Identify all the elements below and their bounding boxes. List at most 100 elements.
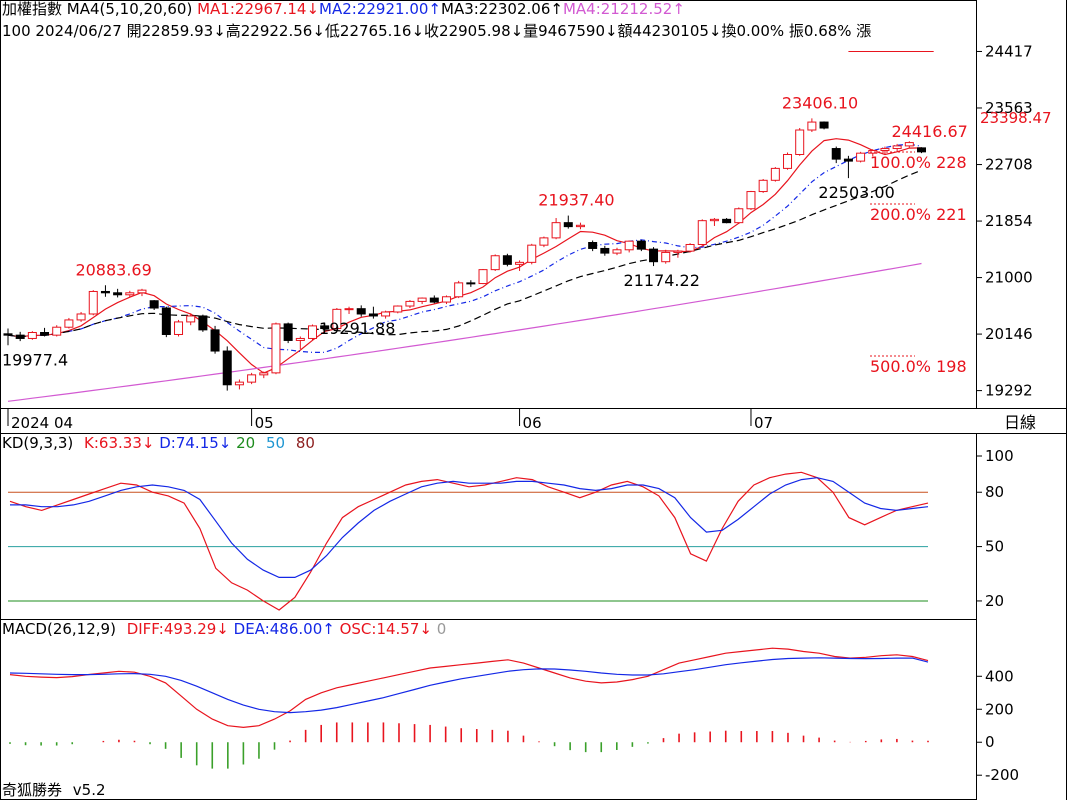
kd-k-label: K:63.33↓ (84, 434, 154, 452)
price-tick-label: 23563 (985, 99, 1033, 117)
kd-panel-frame (0, 433, 977, 620)
candle (673, 249, 683, 258)
candle (917, 147, 926, 154)
candle-body (843, 158, 853, 162)
kd-tick-label: 80 (985, 483, 1004, 501)
candle (149, 300, 159, 311)
macd-tick-label: -200 (985, 766, 1019, 784)
ma-legend-item: MA2:22921.00↑ (319, 0, 441, 18)
fib-level-label: 200.0% 221 (870, 205, 967, 224)
macd-lines (9, 647, 929, 729)
kd-tick-label: 100 (985, 447, 1014, 465)
candle-body (64, 319, 74, 328)
candle (3, 328, 13, 346)
macd-osc-extra: 0 (437, 620, 447, 638)
candle-body (807, 121, 817, 131)
macd-y-axis: 400 200 0 -200 (977, 667, 1019, 784)
candlestick-series (3, 118, 926, 391)
candle-body (539, 237, 549, 246)
candle (137, 288, 147, 297)
candle-body (600, 247, 610, 254)
kd-tick-label: 20 (985, 592, 1004, 610)
candle-body (795, 129, 805, 155)
candle-body (649, 248, 659, 263)
candle (283, 322, 293, 344)
candle-body (783, 153, 793, 169)
candle-body (40, 332, 50, 336)
ma-legend-item: MA3:22302.06↑ (441, 0, 563, 18)
candle (539, 236, 549, 248)
candle-body (15, 334, 25, 339)
candle (259, 371, 269, 379)
candle-body (76, 313, 86, 321)
candle (478, 268, 488, 285)
kd-tick-label: 50 (985, 538, 1004, 556)
macd-diff-label: DIFF:493.29↓ (127, 620, 229, 638)
kd-legend: KD(9,3,3) K:63.33↓ D:74.15↓ 20 50 80 (2, 434, 315, 452)
price-tick-label: 21000 (985, 269, 1033, 287)
price-panel-frame (0, 0, 977, 409)
candle (308, 324, 317, 341)
price-annotation-low: 19977.4 (2, 350, 68, 369)
candle (429, 295, 439, 304)
ma-legend-item: MA1:22967.14↓ (192, 0, 319, 18)
candle-body (149, 300, 159, 309)
header-ma-legend: 加權指數 MA4(5,10,20,60) MA1:22967.14↓MA2:22… (2, 0, 685, 18)
date-tick-label: 2024 04 (11, 414, 73, 432)
macd-dea-label: DEA:486.00↑ (234, 620, 335, 638)
candle-body (917, 147, 926, 153)
candle-body (478, 269, 488, 285)
ma4-line (7, 262, 922, 402)
price-tick-label: 21854 (985, 212, 1033, 230)
candle (612, 247, 622, 256)
candle (551, 218, 561, 240)
candle-body (344, 308, 354, 311)
candle (636, 239, 646, 252)
fibonacci-levels: 100.0% 228 200.0% 221 500.0% 198 (870, 151, 967, 376)
candle (234, 379, 244, 390)
price-annotation-low: 21174.22 (624, 271, 700, 290)
macd-osc-bars (9, 722, 929, 769)
candle-body (417, 297, 427, 302)
candle (271, 322, 281, 375)
candle (295, 336, 305, 350)
candle (356, 305, 366, 317)
candle-body (27, 332, 37, 339)
candle-body (332, 308, 342, 330)
macd-panel-frame (0, 619, 977, 800)
ma1-line (7, 138, 922, 374)
candle-body (271, 323, 281, 374)
fib-level-label: 500.0% 198 (870, 357, 967, 376)
candle (64, 317, 74, 329)
price-tick-label: 22708 (985, 156, 1033, 174)
candle (198, 314, 208, 332)
candle (600, 245, 610, 256)
kd-line20-label: 20 (236, 434, 255, 452)
candle-body (393, 305, 403, 313)
candle-body (259, 372, 269, 376)
period-label[interactable]: 日線 (1004, 413, 1036, 432)
candle-body (441, 296, 451, 303)
candle (368, 306, 378, 319)
candle-body (222, 350, 232, 386)
candle (831, 146, 841, 164)
candle (405, 300, 415, 309)
candle (502, 253, 512, 267)
d-line (10, 477, 929, 578)
candle (466, 280, 476, 287)
candle-body (88, 290, 98, 315)
candle-body (831, 148, 841, 160)
candle-body (575, 224, 585, 228)
candle-body (904, 142, 914, 147)
candle (381, 310, 391, 319)
candle (661, 249, 671, 264)
candle (515, 260, 525, 271)
candle-body (234, 381, 244, 386)
candle-body (515, 261, 525, 265)
macd-tick-label: 0 (985, 733, 995, 751)
candle (210, 325, 220, 354)
candle-body (661, 251, 671, 263)
candle (624, 240, 634, 253)
kd-y-axis: 100 80 50 20 (977, 447, 1014, 610)
